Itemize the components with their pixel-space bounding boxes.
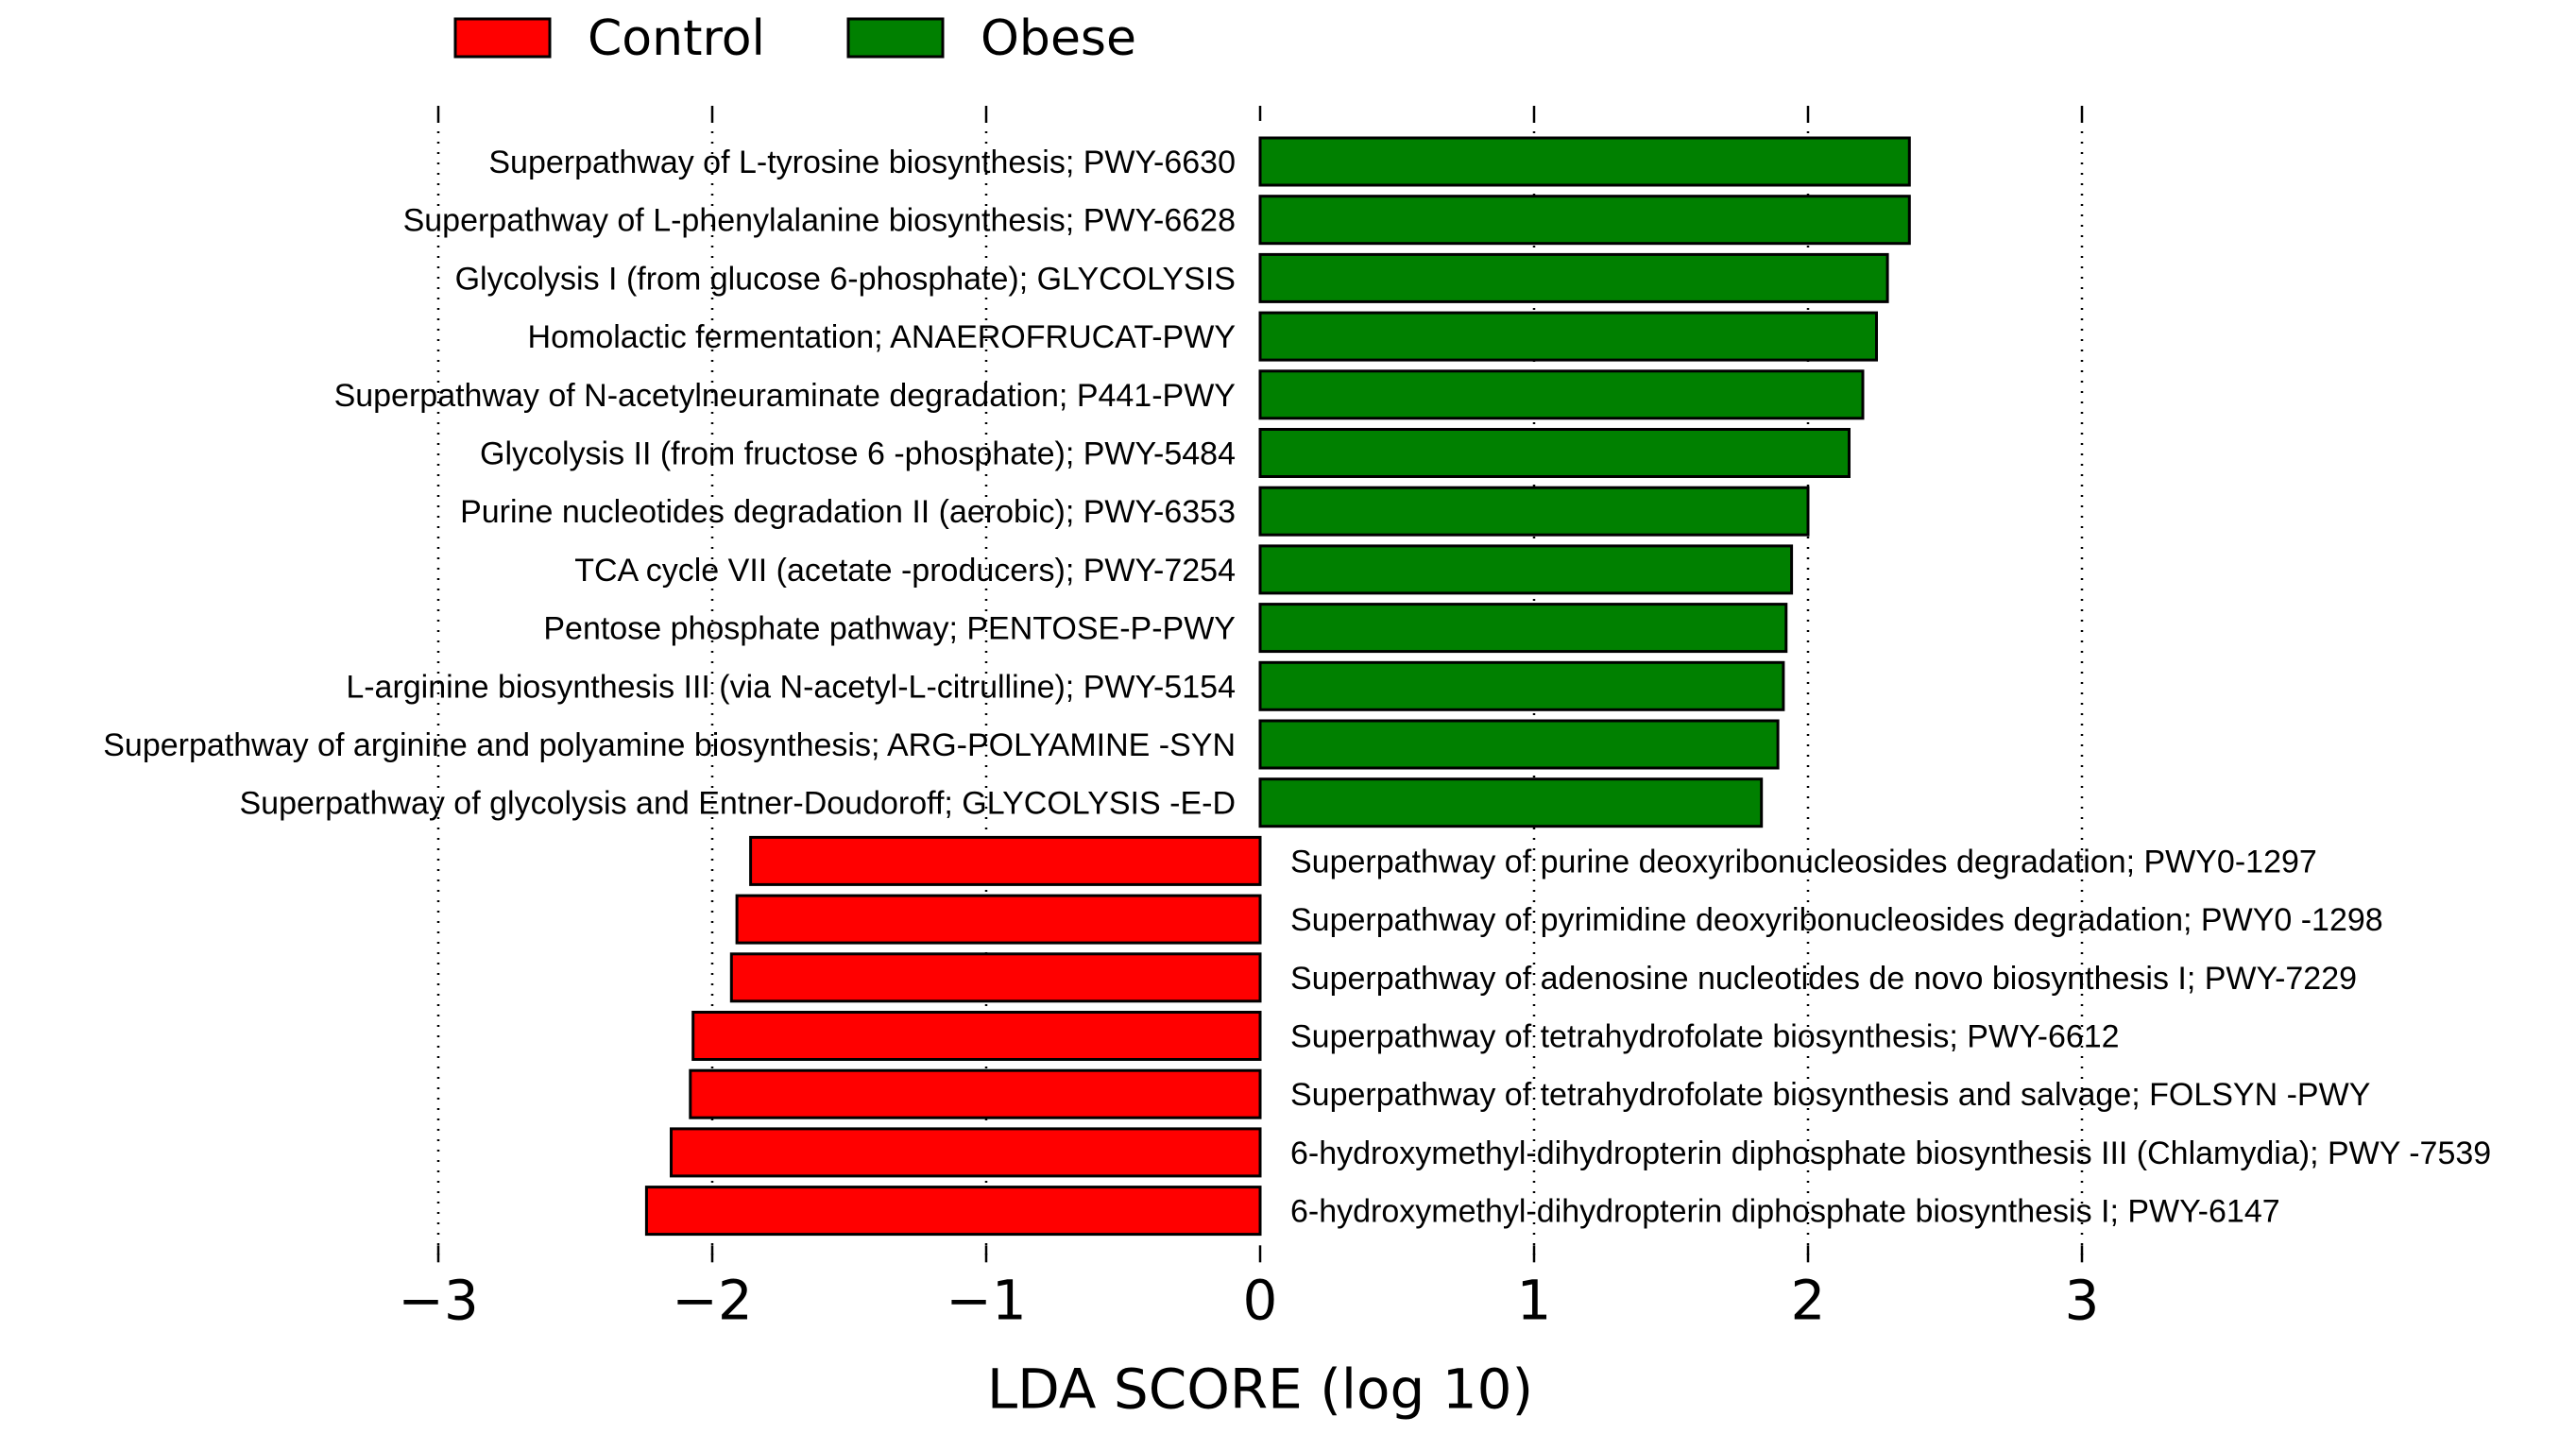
legend-label-control: Control — [588, 10, 765, 67]
bar-label-obese-1: Superpathway of L-phenylalanine biosynth… — [403, 203, 1236, 239]
bar-obese-2 — [1258, 252, 1889, 303]
x-tick-label-2: −1 — [946, 1268, 1027, 1332]
bar-obese-4 — [1258, 369, 1865, 420]
bar-obese-8 — [1258, 603, 1788, 654]
bar-obese-10 — [1258, 719, 1780, 770]
bar-obese-9 — [1258, 660, 1785, 711]
bar-label-obese-5: Glycolysis II (from fructose 6 -phosphat… — [480, 436, 1236, 472]
bar-obese-3 — [1258, 311, 1878, 362]
x-axis: −3 −2 −1 0 1 2 3 LDA SCORE (log 10) — [398, 1245, 2099, 1421]
bar-layer — [644, 136, 1911, 1237]
bar-obese-1 — [1258, 195, 1911, 246]
bar-label-control-4: Superpathway of tetrahydrofolate biosynt… — [1290, 1077, 2370, 1113]
bar-obese-7 — [1258, 544, 1794, 595]
bar-obese-5 — [1258, 428, 1851, 478]
bar-label-control-0: Superpathway of purine deoxyribonucleosi… — [1290, 844, 2317, 879]
x-tick-label-1: −2 — [672, 1268, 753, 1332]
bar-label-control-6: 6-hydroxymethyl-dihydropterin diphosphat… — [1290, 1194, 2280, 1230]
bar-label-obese-7: TCA cycle VII (acetate -producers); PWY-… — [574, 553, 1236, 589]
x-tick-label-4: 1 — [1517, 1268, 1552, 1332]
bar-control-0 — [749, 835, 1262, 886]
bar-label-obese-10: Superpathway of arginine and polyamine b… — [103, 727, 1236, 763]
x-tick-label-5: 2 — [1791, 1268, 1826, 1332]
bar-control-5 — [670, 1127, 1262, 1178]
x-tick-label-3: 0 — [1243, 1268, 1278, 1332]
bar-label-obese-9: L-arginine biosynthesis III (via N-acety… — [346, 669, 1236, 705]
bar-label-control-3: Superpathway of tetrahydrofolate biosynt… — [1290, 1019, 2120, 1055]
bar-label-control-5: 6-hydroxymethyl-dihydropterin diphosphat… — [1290, 1135, 2491, 1171]
bar-obese-6 — [1258, 486, 1810, 537]
bar-label-layer: Superpathway of L-tyrosine biosynthesis;… — [103, 145, 2491, 1230]
bar-label-obese-11: Superpathway of glycolysis and Entner-Do… — [240, 786, 1237, 822]
bar-control-2 — [729, 952, 1262, 1003]
bar-control-3 — [691, 1011, 1262, 1061]
x-axis-title: LDA SCORE (log 10) — [987, 1357, 1533, 1421]
legend-swatch-control — [453, 17, 552, 59]
x-tick-label-0: −3 — [398, 1268, 479, 1332]
bar-label-control-1: Superpathway of pyrimidine deoxyribonucl… — [1290, 902, 2383, 938]
bar-control-4 — [689, 1068, 1262, 1119]
bar-control-6 — [644, 1186, 1262, 1237]
bar-label-obese-3: Homolactic fermentation; ANAEROFRUCAT-PW… — [528, 319, 1236, 355]
bar-label-obese-6: Purine nucleotides degradation II (aerob… — [460, 494, 1236, 530]
bar-label-obese-2: Glycolysis I (from glucose 6-phosphate);… — [455, 261, 1236, 297]
bar-obese-11 — [1258, 777, 1764, 828]
x-tick-label-6: 3 — [2065, 1268, 2100, 1332]
bar-label-obese-4: Superpathway of N-acetylneuraminate degr… — [334, 378, 1236, 414]
grid-layer — [436, 106, 2084, 1255]
legend-swatch-obese — [846, 17, 945, 59]
legend: Control Obese — [453, 10, 1136, 67]
bar-control-1 — [735, 894, 1262, 945]
bar-label-obese-8: Pentose phosphate pathway; PENTOSE-P-PWY — [543, 611, 1236, 647]
bar-label-obese-0: Superpathway of L-tyrosine biosynthesis;… — [488, 145, 1236, 180]
legend-label-obese: Obese — [981, 10, 1136, 67]
bar-label-control-2: Superpathway of adenosine nucleotides de… — [1290, 961, 2357, 997]
bar-obese-0 — [1258, 136, 1911, 187]
